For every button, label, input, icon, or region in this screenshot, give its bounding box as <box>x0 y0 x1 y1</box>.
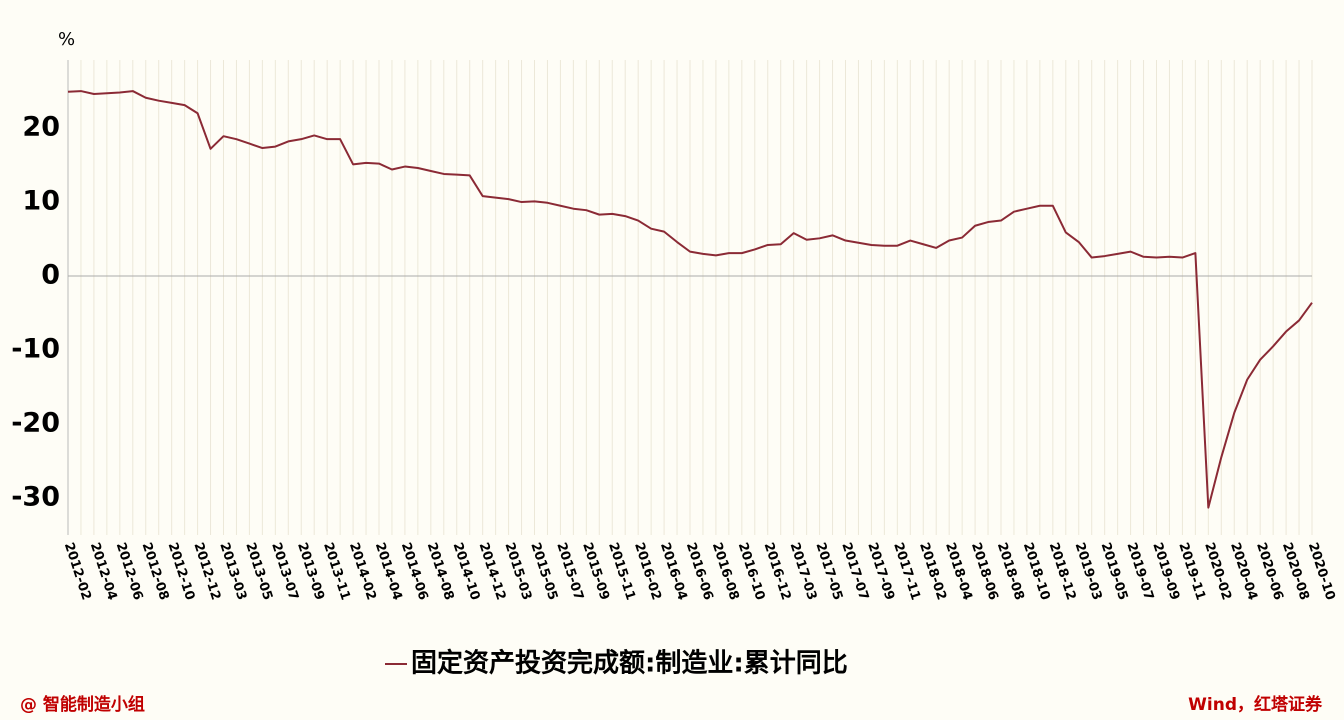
footer-right: Wind，红塔证券 <box>1188 694 1323 715</box>
y-tick-label: -10 <box>11 334 60 365</box>
y-tick-label: -30 <box>11 482 60 513</box>
footer-left: @ 智能制造小组 <box>20 694 145 715</box>
series-line <box>67 90 1313 509</box>
legend-label: 固定资产投资完成额:制造业:累计同比 <box>411 648 848 679</box>
y-unit: % <box>58 29 75 50</box>
y-tick-label: 0 <box>41 260 60 291</box>
y-tick-label: -20 <box>11 408 60 439</box>
y-tick-label: 10 <box>22 186 60 217</box>
y-tick-label: 20 <box>22 112 60 143</box>
